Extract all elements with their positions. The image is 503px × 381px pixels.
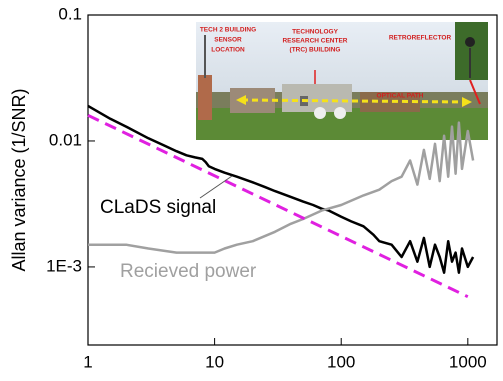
photo-label: SENSOR <box>214 37 242 44</box>
y-tick-label: 1E-3 <box>46 256 82 275</box>
series-line <box>88 121 475 254</box>
series-line <box>87 104 475 274</box>
site-photo: TECH 2 BUILDING SENSOR LOCATION TECHNOLOGY R… <box>196 22 488 140</box>
photo-label: RETROREFLECTOR <box>389 35 452 42</box>
photo-label: TECHNOLOGY <box>292 29 339 36</box>
photo-label: OPTICAL PATH <box>377 93 424 100</box>
leader-line <box>199 175 233 199</box>
y-tick-label: 0.01 <box>49 130 82 149</box>
y-tick-label: 0.1 <box>58 4 82 23</box>
series-label: CLaDS signal <box>100 197 216 218</box>
photo-label: LOCATION <box>211 47 245 54</box>
x-tick-label: 1000 <box>449 352 487 371</box>
x-tick-label: 100 <box>327 352 355 371</box>
series-line <box>87 113 469 299</box>
series-label: Recieved power <box>120 261 257 282</box>
photo-label: RESEARCH CENTER <box>282 38 347 45</box>
photo-label: TECH 2 BUILDING <box>200 27 256 34</box>
photo-label: (TRC) BUILDING <box>290 47 341 54</box>
plot-frame <box>87 14 498 346</box>
y-axis-label: Allan variance (1/SNR) <box>9 88 29 271</box>
x-tick-label: 1 <box>83 352 92 371</box>
x-tick-label: 10 <box>205 352 224 371</box>
